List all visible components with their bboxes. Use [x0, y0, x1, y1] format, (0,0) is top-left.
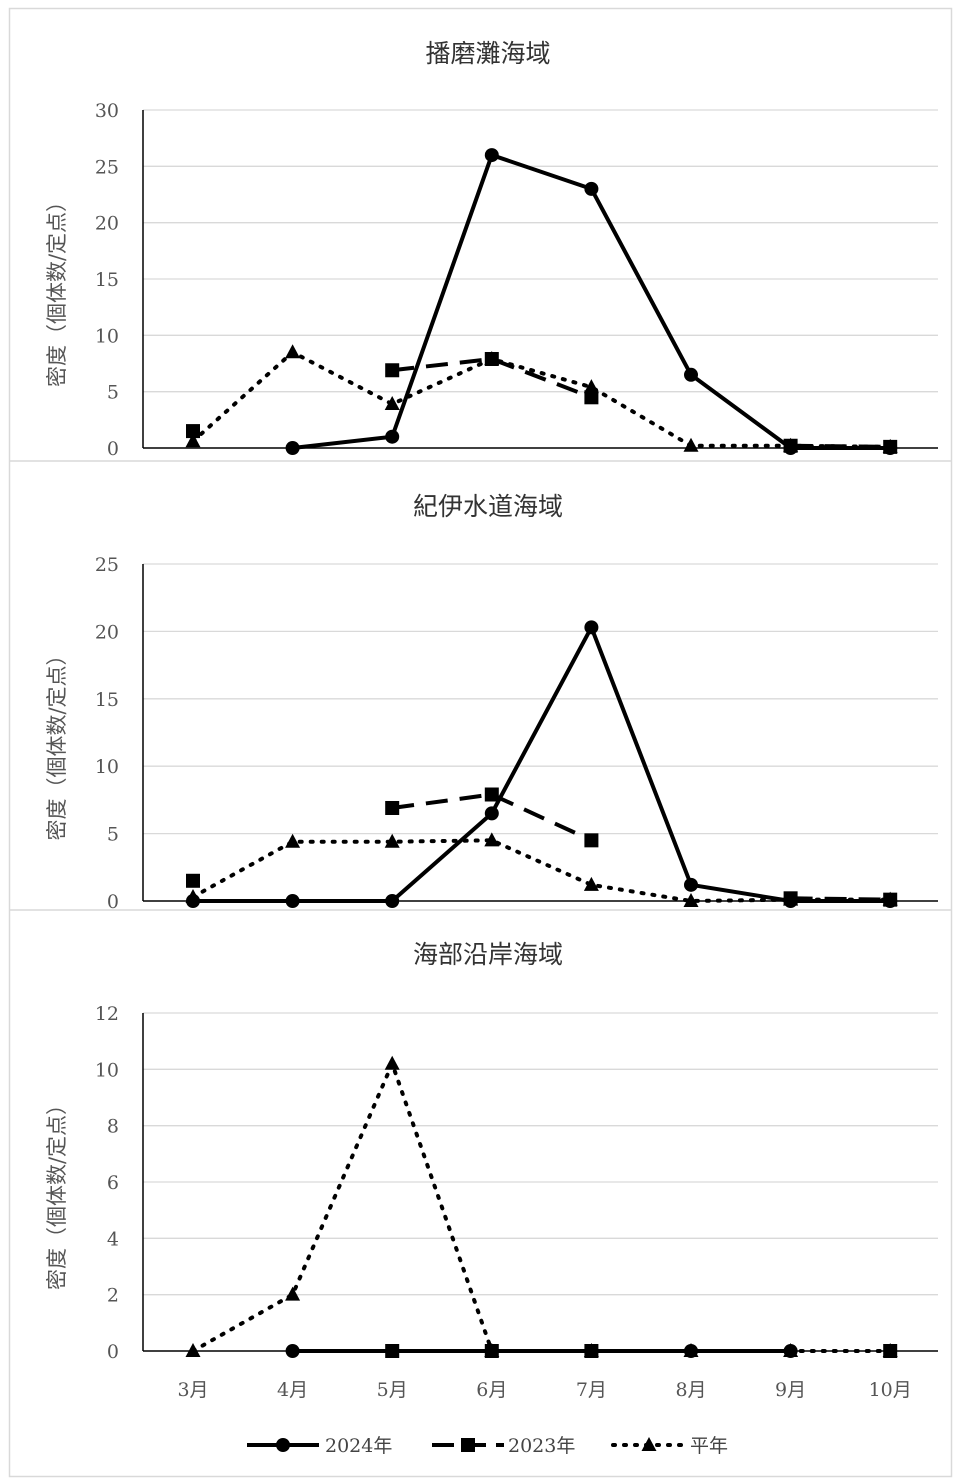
x-tick-label: 10月 [869, 1379, 912, 1401]
data-point-square [385, 800, 400, 815]
data-point-triangle [384, 1055, 400, 1070]
data-point-circle [285, 1344, 300, 1358]
series-line [193, 625, 891, 903]
data-point-circle [484, 148, 499, 163]
series-dotted [185, 1055, 898, 1357]
y-tick-label: 5 [107, 824, 119, 846]
y-tick-label: 30 [95, 100, 119, 122]
y-tick-label: 15 [95, 689, 119, 711]
y-tick-label: 12 [95, 1003, 119, 1025]
data-point-triangle [384, 396, 400, 411]
data-point-square [385, 363, 400, 378]
data-point-triangle [583, 876, 599, 891]
x-tick-label: 8月 [675, 1379, 706, 1401]
data-point-triangle [285, 344, 301, 359]
series-solid [186, 620, 898, 908]
y-tick-label: 2 [107, 1285, 119, 1307]
data-point-circle [584, 620, 599, 635]
data-point-triangle [583, 379, 599, 394]
y-tick-label: 25 [95, 554, 119, 576]
chart-title: 海部沿岸海域 [413, 940, 563, 969]
data-point-square [186, 873, 200, 888]
data-point-circle [385, 429, 400, 444]
data-point-circle [883, 894, 898, 908]
y-tick-label: 6 [107, 1172, 119, 1194]
x-tick-label: 6月 [476, 1379, 507, 1401]
data-point-circle [684, 1344, 698, 1358]
legend-marker-circle [276, 1438, 290, 1452]
series-dotted [185, 344, 898, 453]
data-point-circle [684, 877, 698, 892]
data-point-triangle [185, 1343, 201, 1357]
series-line [191, 1061, 893, 1353]
data-point-circle [783, 1344, 798, 1358]
data-point-triangle [185, 433, 201, 448]
series-line [391, 792, 593, 843]
data-point-circle [484, 806, 499, 821]
y-tick-label: 5 [107, 382, 119, 404]
y-tick-label: 10 [95, 325, 119, 347]
x-tick-label: 9月 [775, 1379, 806, 1401]
y-tick-label: 10 [95, 1059, 119, 1081]
figure-frame [8, 7, 953, 1478]
x-tick-label: 3月 [177, 1379, 208, 1401]
y-tick-label: 0 [107, 438, 119, 460]
legend-label: 2023年 [508, 1435, 575, 1457]
data-point-circle [783, 894, 798, 908]
legend-marker-triangle [641, 1437, 657, 1451]
data-point-circle [883, 441, 898, 455]
x-tick-label: 7月 [576, 1379, 607, 1401]
y-tick-label: 4 [107, 1228, 119, 1250]
y-tick-label: 0 [107, 1341, 119, 1363]
y-tick-label: 15 [95, 269, 119, 291]
y-tick-label: 25 [95, 156, 119, 178]
y-axis-label: 密度（個体数/定点） [45, 644, 69, 840]
data-point-square [484, 351, 499, 366]
data-point-circle [584, 1344, 599, 1358]
data-point-triangle [484, 832, 500, 847]
data-point-circle [285, 441, 300, 455]
legend: 2024年 2023年 平年 [247, 1435, 728, 1457]
x-tick-label: 5月 [377, 1379, 408, 1401]
y-axis-label: 密度（個体数/定点） [45, 191, 69, 387]
y-tick-label: 20 [95, 621, 119, 643]
y-tick-label: 20 [95, 213, 119, 235]
data-point-square [584, 390, 599, 405]
data-point-square [584, 833, 599, 848]
data-point-circle [385, 894, 400, 908]
chart-panel-1: 播磨灘海域 0 5 10 15 20 25 30 密度（個体数/定点） [45, 39, 938, 460]
data-point-circle [186, 894, 200, 908]
data-point-circle [684, 367, 698, 382]
legend-marker-square [461, 1438, 475, 1452]
legend-label: 2024年 [325, 1435, 392, 1457]
data-point-triangle [683, 437, 699, 452]
data-point-triangle [285, 833, 301, 848]
chart-title: 紀伊水道海域 [413, 492, 563, 521]
series-solid [285, 1344, 798, 1358]
y-tick-label: 8 [107, 1116, 119, 1138]
data-point-circle [783, 441, 798, 455]
chart-panel-2: 紀伊水道海域 0 5 10 15 20 25 密度（個体数/定点） [9, 460, 952, 913]
chart-panel-3: 海部沿岸海域 0 2 4 6 8 10 12 密度（個体数/定点） 3月 4月 5月 6月 7月 8月 9月 1… [9, 909, 952, 1401]
x-tick-label: 4月 [277, 1379, 308, 1401]
chart-title: 播磨灘海域 [425, 39, 550, 68]
data-point-triangle [683, 893, 699, 907]
data-point-square [484, 787, 499, 802]
data-point-square [883, 1344, 898, 1358]
data-point-triangle [285, 1286, 301, 1301]
data-point-circle [285, 894, 300, 908]
data-point-square [186, 424, 200, 439]
y-tick-label: 0 [107, 891, 119, 913]
data-point-circle [584, 181, 599, 196]
data-point-circle [484, 1344, 499, 1358]
legend-label: 平年 [690, 1435, 728, 1457]
y-tick-label: 10 [95, 756, 119, 778]
data-point-circle [385, 1344, 400, 1358]
series-line [191, 350, 893, 449]
y-axis-label: 密度（個体数/定点） [45, 1094, 69, 1290]
series-line [391, 356, 593, 400]
series-solid [285, 148, 898, 455]
data-point-triangle [384, 833, 400, 848]
